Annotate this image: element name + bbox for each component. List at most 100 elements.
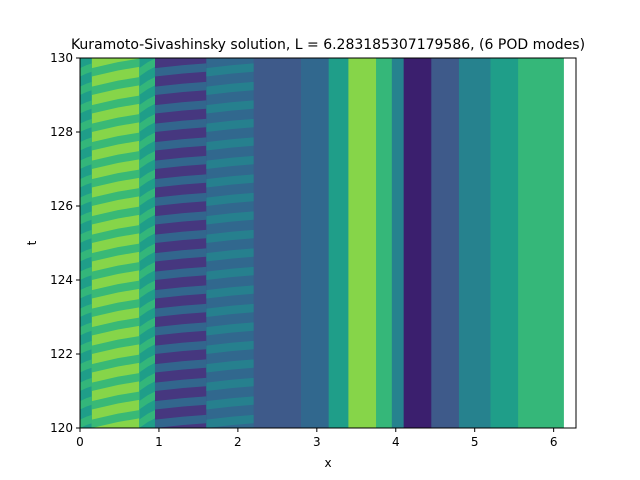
- contour-stripe: [206, 229, 254, 243]
- contour-stripe: [80, 396, 92, 410]
- contour-stripe: [80, 248, 92, 262]
- contour-stripe: [154, 155, 207, 169]
- y-tick-label: 120: [50, 421, 73, 435]
- contour-stripe: [91, 206, 140, 225]
- contour-stripe: [91, 373, 140, 391]
- contour-stripe: [91, 58, 140, 77]
- contour-band: [253, 58, 302, 428]
- contour-stripe: [206, 359, 254, 373]
- contour-stripe: [139, 114, 155, 132]
- contour-stripe: [91, 188, 140, 206]
- contour-stripe: [139, 299, 155, 317]
- contour-stripe: [154, 192, 207, 206]
- contour-band: [518, 58, 565, 428]
- contour-stripe: [154, 414, 207, 428]
- contour-stripe: [206, 340, 254, 354]
- contour-stripe: [139, 77, 155, 95]
- contour-stripe: [80, 118, 92, 132]
- contour-stripe: [154, 396, 207, 410]
- contour-band: [206, 58, 255, 428]
- contour-stripe: [139, 188, 155, 206]
- x-tick-label: 0: [76, 435, 84, 449]
- contour-stripe: [154, 377, 207, 391]
- contour-stripe: [206, 377, 254, 391]
- contour-stripe: [206, 137, 254, 151]
- y-axis-label: t: [25, 240, 39, 245]
- contour-stripe: [139, 280, 155, 299]
- contour-stripe: [91, 77, 140, 95]
- contour-stripe: [91, 132, 140, 151]
- contour-stripe: [139, 373, 155, 391]
- contour-stripe: [154, 63, 207, 77]
- contour-stripe: [154, 229, 207, 243]
- chart-title: Kuramoto-Sivashinsky solution, L = 6.283…: [71, 37, 585, 53]
- contour-stripe: [80, 414, 92, 428]
- contour-stripe: [206, 118, 254, 132]
- contour-stripe: [206, 414, 254, 428]
- contour-stripe: [139, 391, 155, 410]
- x-tick-label: 6: [550, 435, 558, 449]
- contour-stripe: [91, 114, 140, 132]
- contour-stripe: [139, 317, 155, 336]
- contour-stripe: [154, 285, 207, 299]
- contour-stripe: [91, 299, 140, 317]
- contour-stripes: [80, 58, 254, 428]
- contour-band: [301, 58, 330, 428]
- y-tick-label: 126: [50, 199, 73, 213]
- contour-stripe: [154, 174, 207, 188]
- contour-stripe: [154, 137, 207, 151]
- contour-band: [154, 58, 207, 428]
- contour-stripe: [154, 118, 207, 132]
- contour-stripe: [139, 95, 155, 114]
- contour-stripe: [206, 155, 254, 169]
- contour-stripe: [206, 303, 254, 317]
- y-tick-label: 130: [50, 51, 73, 65]
- contour-stripe: [80, 303, 92, 317]
- contour-stripe: [154, 100, 207, 114]
- contour-stripe: [91, 225, 140, 243]
- x-tick-label: 4: [392, 435, 400, 449]
- contour-stripe: [206, 396, 254, 410]
- contour-stripe: [139, 336, 155, 354]
- contour-stripe: [206, 81, 254, 95]
- contour-stripe: [80, 81, 92, 95]
- contour-stripe: [91, 280, 140, 299]
- contour-stripe: [80, 211, 92, 225]
- contour-stripe: [91, 410, 140, 428]
- contour-stripe: [91, 151, 140, 169]
- y-tick-label: 128: [50, 125, 73, 139]
- contour-stripe: [91, 243, 140, 262]
- x-tick-label: 1: [155, 435, 163, 449]
- y-tick-label: 124: [50, 273, 73, 287]
- x-axis-ticks: 0 1 2 3 4 5 6: [76, 428, 557, 449]
- contour-stripe: [91, 354, 140, 373]
- contour-stripe: [154, 81, 207, 95]
- contour-stripe: [139, 225, 155, 243]
- contour-stripe: [154, 340, 207, 354]
- contour-stripe: [91, 95, 140, 114]
- contour-band: [91, 58, 140, 428]
- contour-stripe: [91, 336, 140, 354]
- contour-stripe: [154, 359, 207, 373]
- contour-stripe: [80, 229, 92, 243]
- contour-stripe: [154, 248, 207, 262]
- contour-stripe: [80, 63, 92, 77]
- contour-stripe: [91, 317, 140, 336]
- contour-band: [376, 58, 393, 428]
- no-data-region: [563, 58, 576, 428]
- x-axis-label: x: [324, 456, 331, 470]
- contour-stripe: [91, 169, 140, 188]
- y-axis-ticks: 120 122 124 126 128 130: [50, 51, 80, 435]
- contour-band: [328, 58, 349, 428]
- contour-stripe: [154, 303, 207, 317]
- contour-band: [431, 58, 460, 428]
- contour-stripe: [139, 354, 155, 373]
- contour-band: [80, 58, 93, 428]
- contour-stripe: [80, 192, 92, 206]
- contour-stripe: [80, 322, 92, 336]
- contour-stripe: [206, 192, 254, 206]
- contour-bands: [80, 58, 576, 428]
- x-tick-label: 2: [234, 435, 242, 449]
- contour-stripe: [139, 243, 155, 262]
